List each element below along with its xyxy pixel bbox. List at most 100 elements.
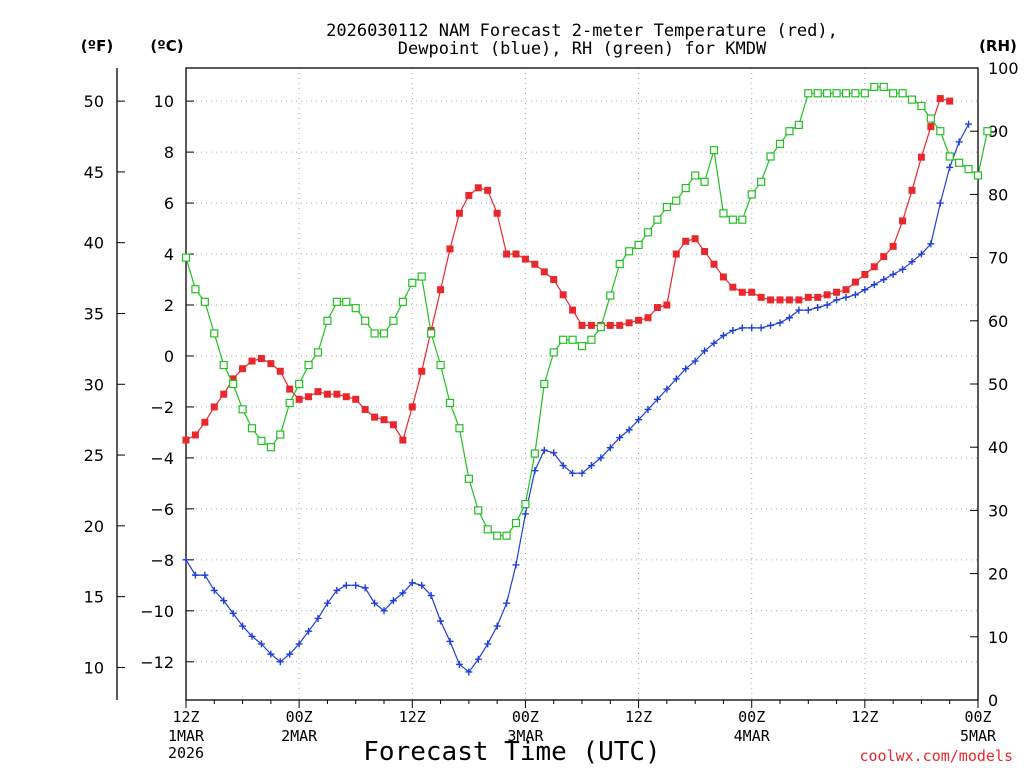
point-dewpoint bbox=[455, 660, 463, 668]
point-dewpoint bbox=[493, 622, 501, 630]
point-rh bbox=[672, 196, 681, 205]
point-rh bbox=[559, 335, 568, 344]
point-dewpoint bbox=[465, 668, 473, 676]
point-rh bbox=[832, 89, 841, 98]
point-rh bbox=[813, 89, 822, 98]
point-dewpoint bbox=[776, 319, 784, 327]
gridlines bbox=[186, 68, 978, 700]
point-temperature bbox=[446, 245, 454, 253]
celsius-tick-label: −12 bbox=[140, 653, 174, 672]
point-temperature bbox=[210, 403, 218, 411]
point-dewpoint bbox=[729, 326, 737, 334]
point-dewpoint bbox=[889, 270, 897, 278]
point-dewpoint bbox=[965, 120, 973, 128]
point-dewpoint bbox=[653, 395, 661, 403]
point-temperature bbox=[814, 293, 822, 301]
point-temperature bbox=[239, 365, 247, 373]
point-dewpoint bbox=[276, 658, 284, 666]
point-rh bbox=[936, 127, 945, 136]
point-rh bbox=[766, 152, 775, 161]
point-dewpoint bbox=[248, 632, 256, 640]
rh-tick-label: 50 bbox=[988, 375, 1008, 394]
celsius-unit-label: (ºC) bbox=[150, 37, 183, 55]
celsius-tick-label: −4 bbox=[150, 449, 174, 468]
point-rh bbox=[860, 89, 869, 98]
x-tick-date-label: 2MAR bbox=[281, 727, 318, 745]
plot-frame bbox=[185, 67, 979, 701]
point-rh bbox=[276, 430, 285, 439]
fahrenheit-tick-label: 50 bbox=[84, 92, 104, 111]
x-tick-label: 12Z bbox=[625, 708, 652, 726]
point-dewpoint bbox=[635, 416, 643, 424]
fahrenheit-tick-label: 20 bbox=[84, 517, 104, 536]
point-rh bbox=[238, 405, 247, 414]
point-rh bbox=[417, 272, 426, 281]
point-dewpoint bbox=[210, 586, 218, 594]
point-temperature bbox=[936, 95, 944, 103]
point-dewpoint bbox=[389, 597, 397, 605]
point-rh bbox=[200, 297, 209, 306]
point-rh bbox=[511, 518, 521, 528]
point-rh bbox=[879, 82, 888, 92]
point-temperature bbox=[748, 288, 756, 296]
point-temperature bbox=[352, 395, 360, 403]
point-dewpoint bbox=[305, 627, 313, 635]
point-temperature bbox=[342, 393, 350, 401]
x-tick-label: 12Z bbox=[172, 708, 199, 726]
point-rh bbox=[841, 89, 851, 98]
point-temperature bbox=[361, 405, 369, 413]
point-temperature bbox=[927, 123, 935, 131]
point-dewpoint bbox=[748, 324, 756, 332]
rh-tick-label: 20 bbox=[988, 565, 1008, 584]
point-dewpoint bbox=[521, 510, 529, 518]
x-tick-date-label: 3MAR bbox=[507, 727, 544, 745]
fahrenheit-tick-label: 35 bbox=[84, 304, 104, 323]
point-rh bbox=[436, 360, 445, 370]
x-tick-label: 00Z bbox=[964, 708, 991, 726]
point-dewpoint bbox=[861, 286, 869, 294]
point-temperature bbox=[465, 191, 473, 199]
point-temperature bbox=[908, 186, 916, 194]
point-dewpoint bbox=[851, 291, 859, 299]
point-rh bbox=[379, 329, 389, 338]
point-rh bbox=[917, 101, 926, 111]
chart-title-line-2: Dewpoint (blue), RH (green) for KMDW bbox=[398, 39, 767, 59]
point-rh bbox=[606, 291, 615, 300]
point-temperature bbox=[578, 321, 586, 329]
point-rh bbox=[709, 146, 719, 155]
point-temperature bbox=[889, 242, 897, 250]
point-temperature bbox=[305, 393, 313, 401]
point-rh bbox=[643, 228, 653, 237]
point-temperature bbox=[484, 186, 492, 194]
point-rh bbox=[181, 253, 191, 262]
rh-tick-label: 90 bbox=[988, 122, 1008, 141]
fahrenheit-tick-label: 10 bbox=[84, 658, 104, 677]
point-dewpoint bbox=[644, 405, 652, 413]
point-temperature bbox=[861, 270, 869, 278]
point-dewpoint bbox=[295, 640, 303, 648]
point-rh bbox=[351, 304, 360, 313]
celsius-tick-label: −6 bbox=[150, 500, 174, 519]
point-dewpoint bbox=[785, 314, 793, 322]
point-dewpoint bbox=[917, 250, 925, 258]
point-rh bbox=[323, 316, 332, 325]
point-dewpoint bbox=[484, 640, 492, 648]
point-dewpoint bbox=[323, 599, 331, 607]
point-temperature bbox=[201, 418, 209, 426]
point-dewpoint bbox=[569, 469, 577, 477]
point-rh bbox=[700, 177, 709, 186]
x-tick-label: 00Z bbox=[738, 708, 765, 726]
point-dewpoint bbox=[814, 304, 822, 312]
point-rh bbox=[229, 379, 238, 389]
point-dewpoint bbox=[578, 469, 586, 477]
point-dewpoint bbox=[682, 365, 690, 373]
point-dewpoint bbox=[191, 571, 199, 579]
point-dewpoint bbox=[710, 339, 718, 347]
celsius-tick-label: −8 bbox=[150, 551, 174, 570]
point-dewpoint bbox=[342, 581, 350, 589]
point-temperature bbox=[663, 301, 671, 309]
point-temperature bbox=[795, 296, 803, 304]
point-temperature bbox=[899, 217, 907, 225]
point-temperature bbox=[333, 390, 341, 398]
point-dewpoint bbox=[691, 357, 699, 365]
